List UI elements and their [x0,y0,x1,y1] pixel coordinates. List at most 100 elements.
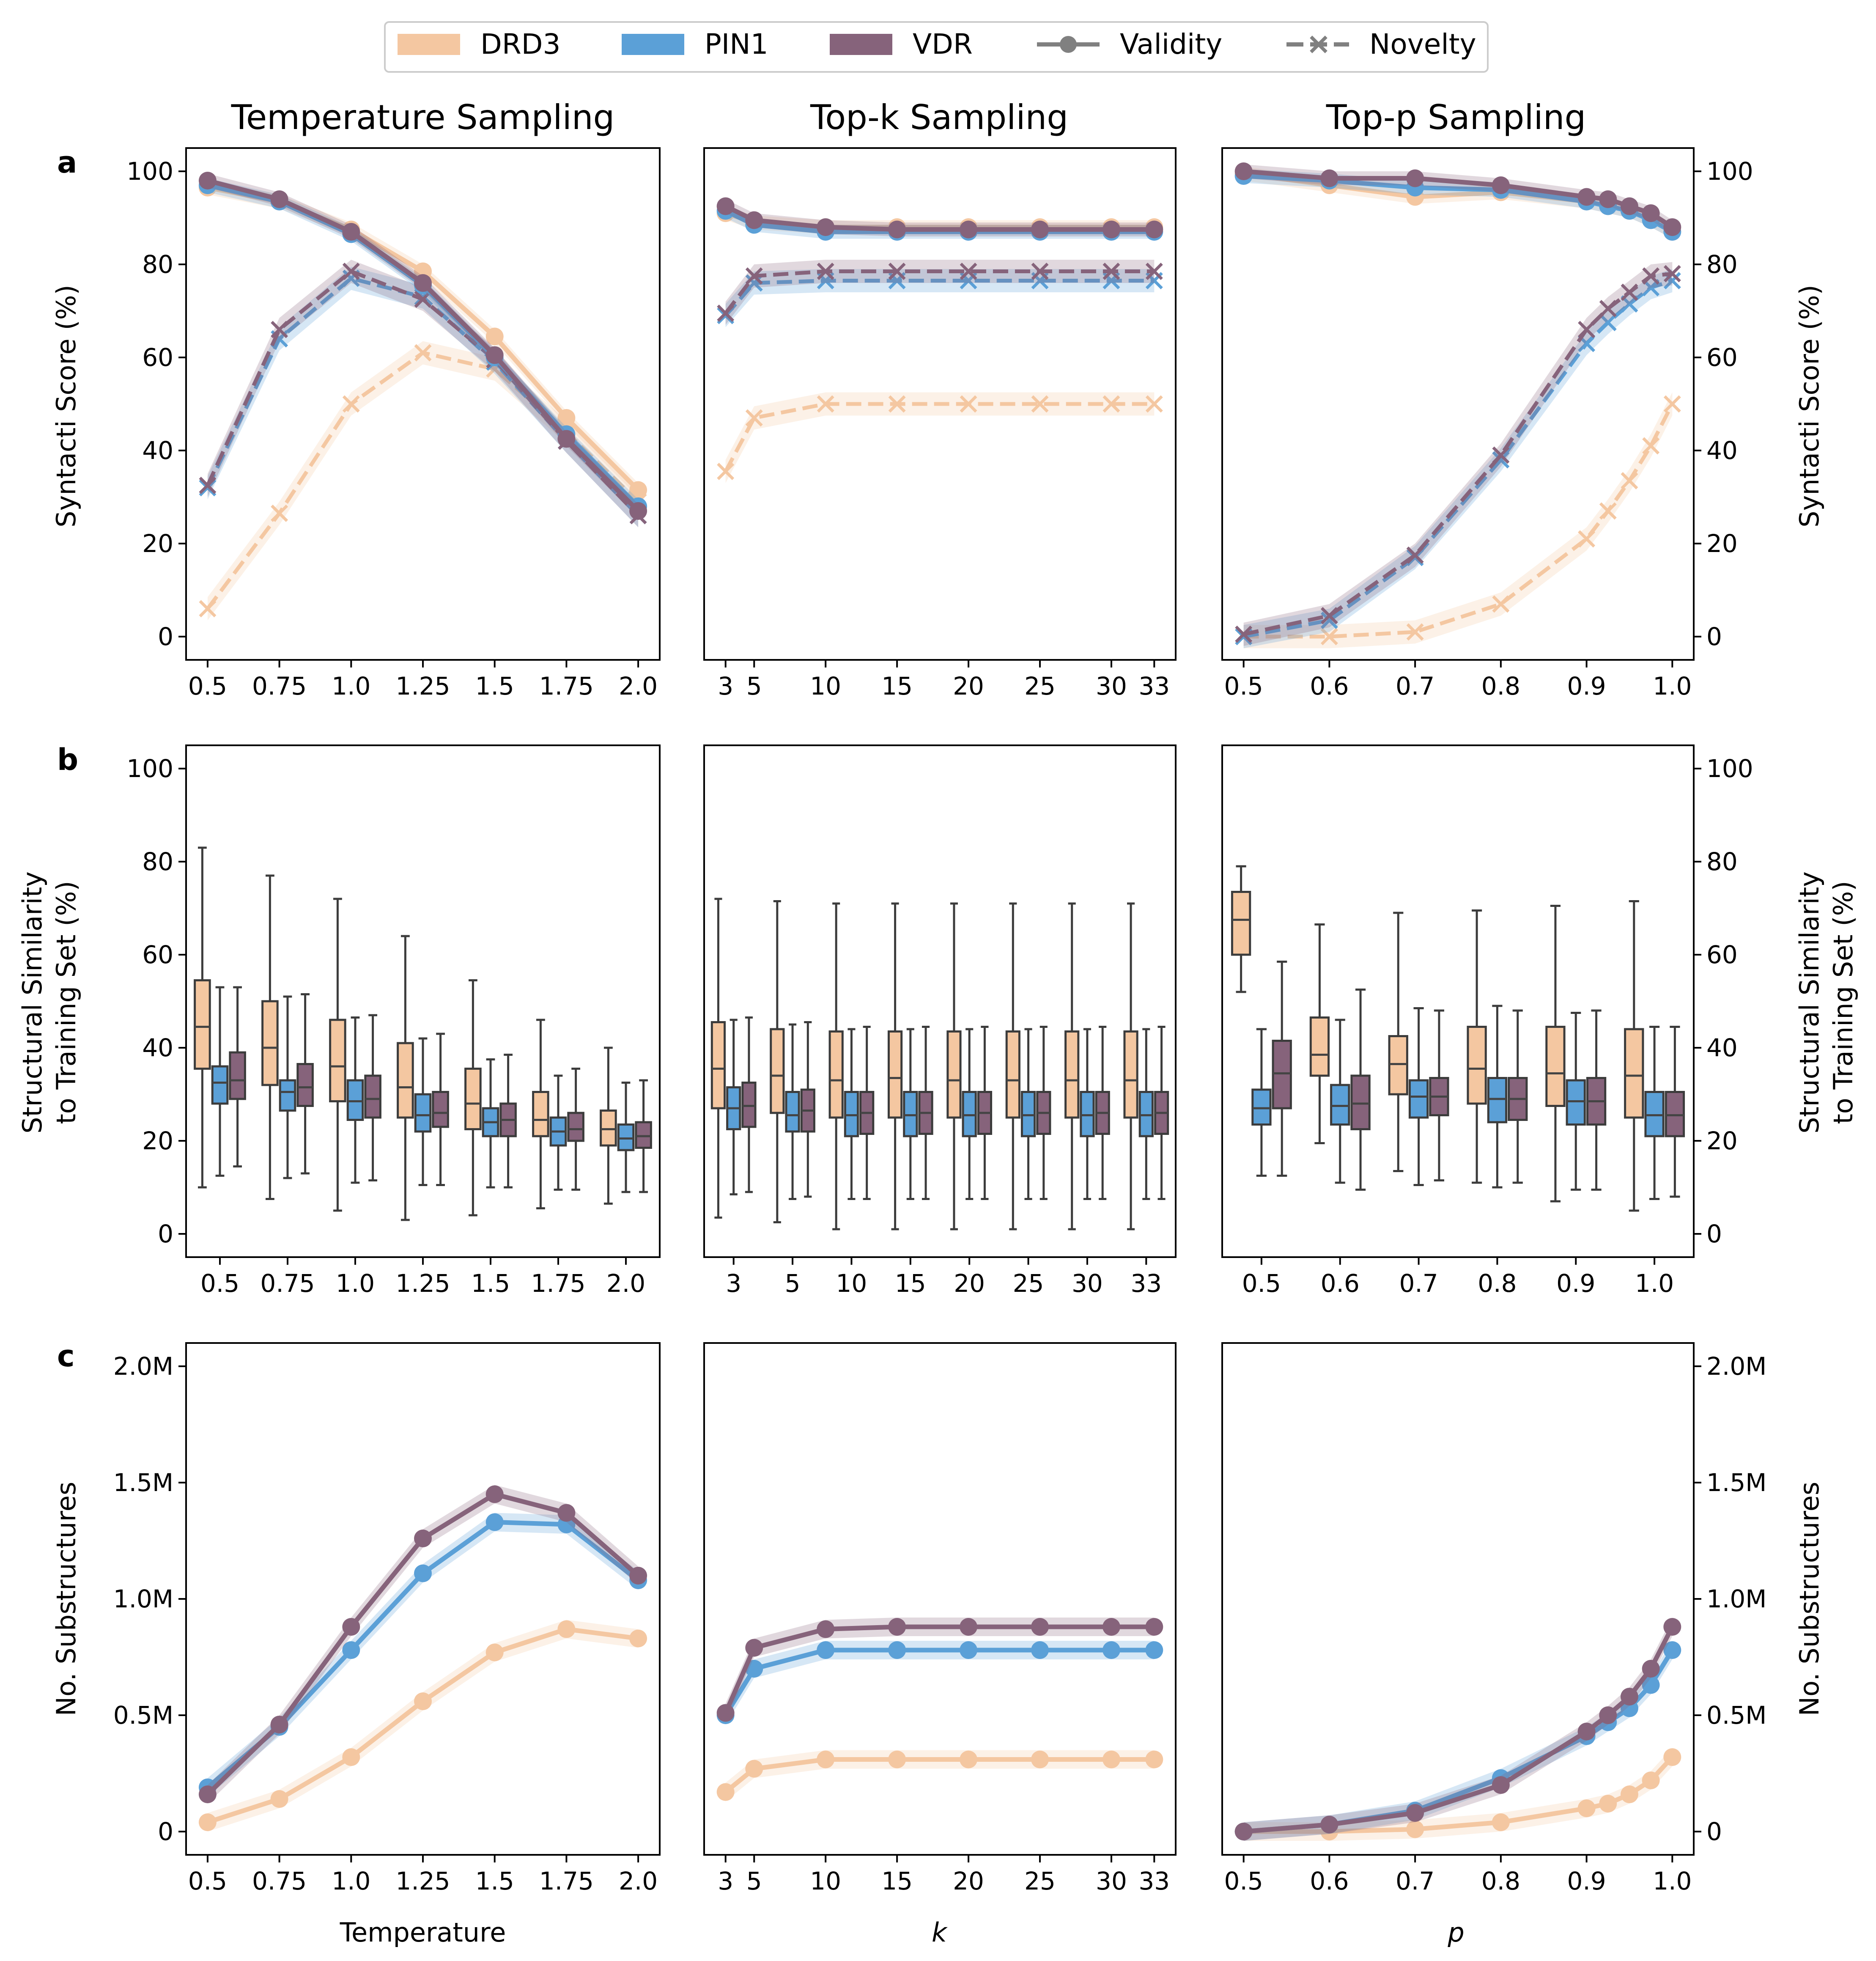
a-topp-vdr-validity-band [1243,164,1673,234]
b-temperature-pin1-box-2-0 [617,1123,635,1151]
a-topk-vdr-validity-point-3 [716,197,735,215]
b-topk-xtick-label: 20 [954,1269,985,1298]
c-topk-pin1-validity-point-30 [1102,1641,1120,1659]
b-temperature-vdr-box-1-25 [432,1091,449,1128]
a-topp-vdr-novelty-point-0-6 [1320,607,1338,624]
c-temperature-drd3-validity-point-0-5 [198,1813,217,1831]
c-topk-xtick-label: 25 [1024,1867,1056,1895]
a-temperature-ytick-label-left: 60 [142,343,173,372]
c-temperature-xtick-label: 1.25 [395,1867,450,1895]
xlabel-temperature: Temperature [340,1917,506,1948]
a-topp-drd3-novelty-line [1243,403,1674,639]
row-label-b: b [57,742,78,777]
c-topp-drd3-validity-point-0-7 [1406,1820,1424,1838]
c-topk-drd3-validity-point-20 [960,1750,978,1769]
panel-a-topk: 3 5 10 15 20 25 30 33 [703,147,1177,700]
c-topp-vdr-validity-point-0-5 [1234,1823,1253,1840]
a-temperature-ytick-label-left: 0 [158,622,173,651]
b-topk-pin1-box-5 [785,1091,800,1133]
a-topk-drd3-novelty-point-30 [1103,395,1120,413]
c-topp-drd3-validity-band [1243,1748,1673,1841]
a-topk-pin1-novelty-band [725,269,1155,327]
b-topp-ytick-label-right: 100 [1706,754,1753,783]
xlabel-k: k [932,1917,948,1948]
legend-label-vdr: VDR [913,28,973,60]
b-topk-xtick-label: 3 [726,1269,741,1298]
c-topp-drd3-validity-point-0-8 [1492,1813,1510,1831]
a-temperature-xtick-label: 0.5 [188,672,227,700]
c-temperature-vdr-validity-point-2 [629,1567,647,1585]
c-topp-vdr-validity-point-1 [1663,1618,1681,1636]
b-topp-pin1-box-0-7 [1408,1079,1429,1119]
a-topk-xtick-label: 3 [718,672,733,700]
a-temperature-xtick-label: 0.75 [252,672,307,700]
a-temperature-vdr-novelty-point-1 [342,263,360,280]
a-temperature-xtick-label: 1.5 [475,672,514,700]
c-topp-xtick-label: 0.5 [1224,1867,1263,1895]
a-topp-xtick-label: 1.0 [1653,672,1692,700]
a-topk-xtick-label: 15 [881,672,913,700]
c-topk-vdr-validity-point-5 [745,1639,763,1657]
a-temperature-drd3-novelty-line [206,351,640,610]
a-topp-vdr-novelty-point-0-7 [1406,547,1424,564]
a-topp-vdr-validity-point-0-925 [1599,190,1617,208]
b-temperature-vdr-box-1-75 [567,1112,584,1142]
c-topk-drd3-validity-line [724,1757,1155,1794]
a-topp-drd3-novelty-point-0-975 [1642,437,1660,455]
c-temperature-drd3-validity-point-1-5 [485,1643,504,1662]
a-temperature-vdr-validity-point-1-5 [485,346,504,364]
c-topk-pin1-validity-point-10 [817,1641,835,1659]
a-temperature-pin1-novelty-point-0-5 [199,479,217,497]
a-topk-frame [703,147,1177,661]
c-temperature-xtick-label: 0.75 [252,1867,307,1895]
b-topp-ytick-label-right: 80 [1706,847,1738,876]
a-temperature-drd3-novelty-point-0-75 [271,505,288,522]
c-topk-drd3-validity-point-30 [1102,1750,1120,1769]
c-topp-ytick-label-right: 1.5M [1706,1468,1766,1497]
b-topp-drd3-box-0-9 [1545,1026,1566,1107]
b-temperature-vdr-box-2-0 [635,1121,652,1149]
b-temperature-drd3-box-0-75 [261,1000,279,1086]
b-temperature-drd3-box-2-0 [600,1110,617,1147]
a-topk-xtick-label: 30 [1096,672,1127,700]
a-temperature-drd3-novelty-point-0-5 [199,600,217,618]
a-topk-vdr-novelty-point-20 [960,263,977,280]
a-topp-drd3-novelty-point-0-9 [1578,530,1596,548]
a-topp-drd3-novelty-point-0-95 [1621,472,1638,489]
c-temperature-drd3-validity-point-1-25 [414,1692,432,1710]
b-temperature-frame [185,744,661,1258]
a-topk-xtick-label: 20 [953,672,984,700]
c-topp-vdr-validity-point-0-925 [1599,1706,1617,1724]
panel-c-topk: 3 5 10 15 20 25 30 33 [703,1342,1177,1895]
a-temperature-drd3-novelty-point-1-25 [414,344,432,362]
title-topp-sampling: Top-p Sampling [1326,98,1586,137]
a-topk-drd3-novelty-line [724,402,1155,472]
panel-b-topk: 3 5 10 15 20 25 30 33 [703,744,1177,1298]
b-temperature-xtick-label: 1.0 [336,1269,375,1298]
c-temperature-xtick-label: 1.5 [475,1867,514,1895]
c-topk-vdr-validity-point-15 [888,1618,906,1636]
c-topk-xtick-label: 10 [810,1867,841,1895]
c-topp-drd3-validity-point-0-9 [1577,1799,1596,1817]
ylabel-b-right-line2: to Training Set (%) [1828,881,1859,1124]
a-temperature-vdr-validity-point-1-25 [414,274,432,292]
c-temperature-vdr-validity-point-0-75 [270,1716,288,1733]
c-temperature-xtick-label: 1.75 [539,1867,594,1895]
a-topp-vdr-novelty-point-1 [1663,265,1681,283]
b-topk-drd3-box-20 [946,1030,962,1119]
a-topp-ytick-label-right: 20 [1706,529,1738,558]
c-topk-drd3-validity-point-25 [1031,1750,1049,1769]
b-topk-drd3-box-25 [1005,1030,1020,1119]
a-topp-vdr-novelty-point-0-925 [1599,300,1617,317]
b-temperature-drd3-box-0-5 [194,979,211,1070]
legend-label-novelty: Novelty [1369,28,1476,60]
b-topp-drd3-box-1-0 [1624,1028,1644,1119]
c-temperature-xtick-label: 2.0 [619,1867,658,1895]
b-topp-pin1-box-0-6 [1330,1084,1350,1126]
c-topk-pin1-validity-point-33 [1145,1641,1163,1659]
a-temperature-drd3-novelty-band [207,341,639,621]
ylabel-b-left-line1: Structural Similarity [17,871,48,1134]
b-temperature-vdr-box-0-75 [296,1063,314,1107]
c-topk-xtick-label: 30 [1096,1867,1127,1895]
c-topp-drd3-validity-point-0-95 [1620,1785,1638,1803]
